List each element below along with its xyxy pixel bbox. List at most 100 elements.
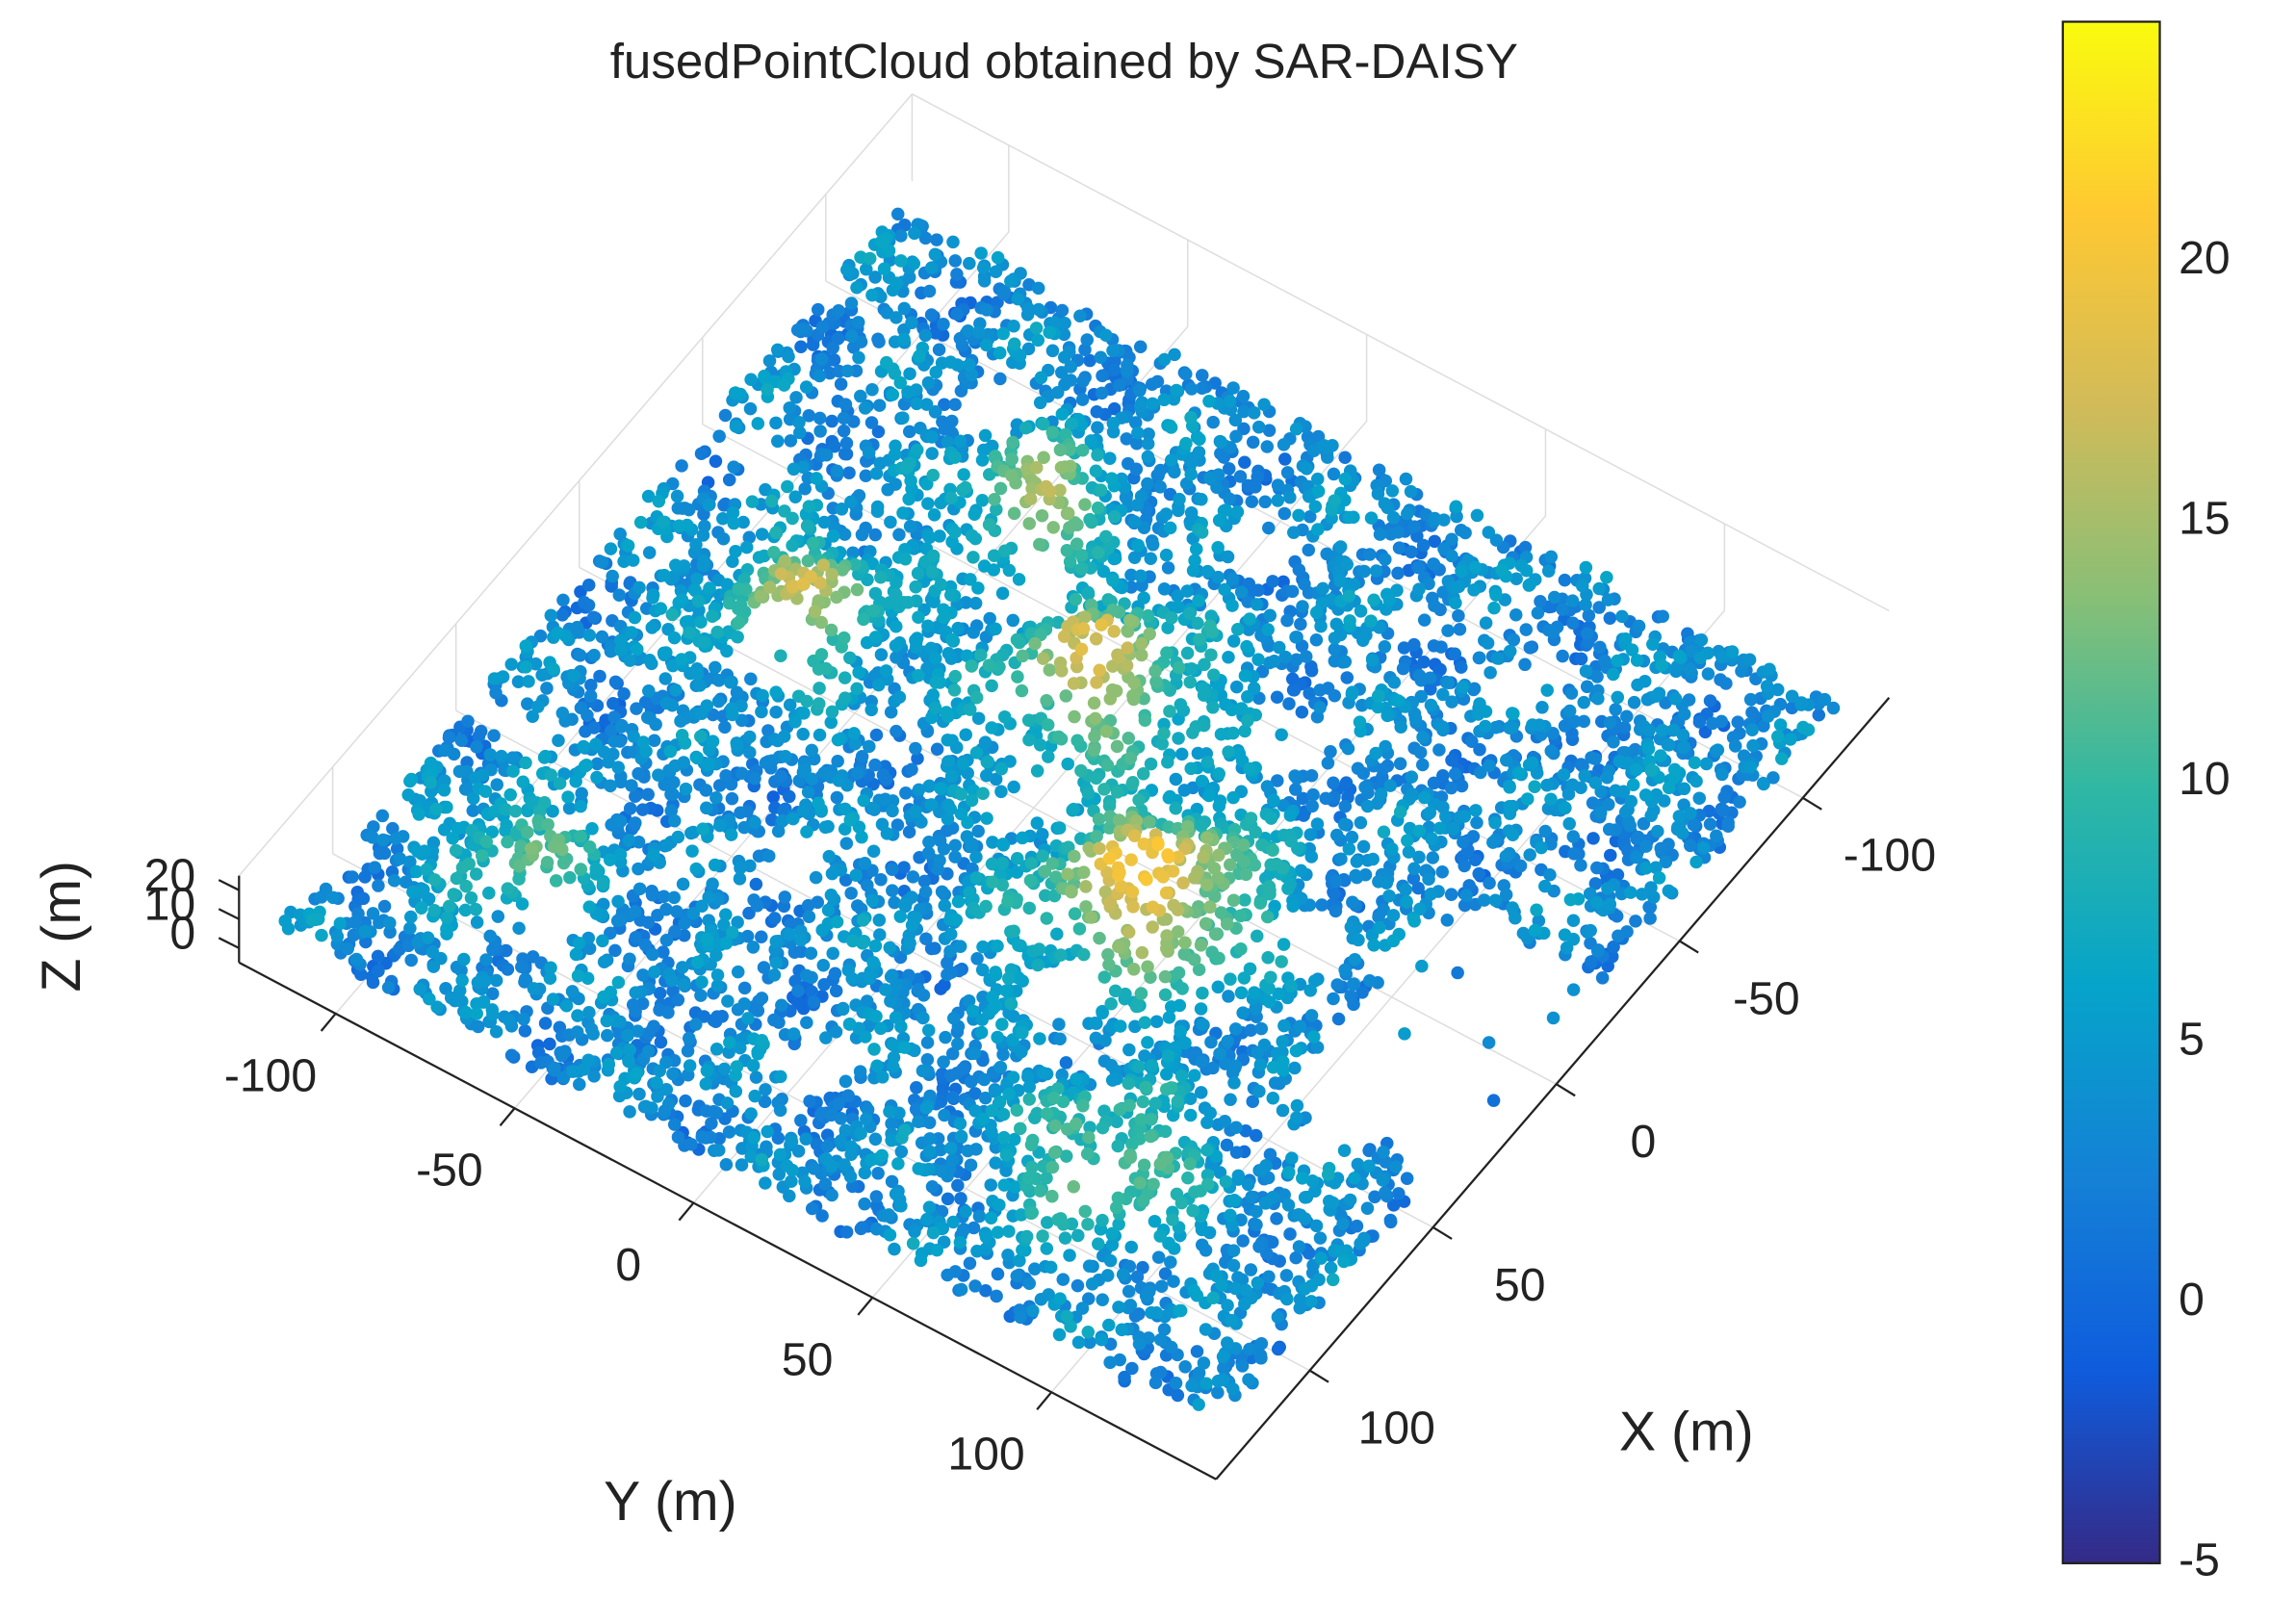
point-cloud-dot (1507, 707, 1520, 721)
point-cloud-dot (788, 490, 803, 503)
point-cloud-dot (1303, 686, 1316, 700)
point-cloud-dot (882, 1208, 896, 1222)
point-cloud-dot (1226, 790, 1240, 805)
point-cloud-dot (1456, 680, 1470, 694)
point-cloud-dot (1444, 888, 1458, 901)
point-cloud-dot (700, 801, 713, 815)
point-cloud-dot (1211, 1385, 1225, 1400)
point-cloud-dot (1045, 344, 1060, 358)
point-cloud-dot (1050, 386, 1065, 400)
point-cloud-dot (1157, 1323, 1172, 1336)
point-cloud-dot (1055, 303, 1070, 318)
point-cloud-dot (1253, 1058, 1268, 1071)
point-cloud-dot (1544, 744, 1559, 758)
point-cloud-dot (1262, 424, 1277, 437)
point-cloud-dot (695, 975, 709, 989)
point-cloud-dot (366, 831, 379, 844)
grid-line (579, 566, 1557, 1085)
point-cloud-dot (934, 782, 947, 795)
point-cloud-dot (1710, 829, 1723, 843)
point-cloud-dot (1244, 1023, 1258, 1038)
point-cloud-dot (1366, 852, 1380, 866)
point-cloud-dot (727, 460, 740, 474)
point-cloud-dot (872, 399, 887, 412)
point-cloud-dot (937, 1055, 950, 1069)
point-cloud-dot (917, 874, 932, 889)
point-cloud-dot (845, 1179, 860, 1194)
point-cloud-dot (1292, 563, 1306, 577)
point-cloud-dot (517, 1012, 530, 1026)
point-cloud-dot (1330, 978, 1344, 992)
point-cloud-dot (697, 1010, 711, 1023)
point-cloud-dot (868, 939, 883, 953)
point-cloud-dot (802, 409, 816, 423)
point-cloud-dot (623, 802, 637, 815)
point-cloud-dot (828, 439, 841, 453)
point-cloud-dot (1321, 756, 1335, 770)
point-cloud-dot (938, 398, 951, 412)
point-cloud-dot (1760, 680, 1774, 693)
point-cloud-dot (1432, 743, 1446, 757)
point-cloud-dot (1603, 897, 1617, 912)
point-cloud-dot (1271, 1342, 1285, 1356)
point-cloud-dot (968, 1087, 982, 1100)
point-cloud-dot (1593, 640, 1607, 655)
point-cloud-dot (1626, 778, 1640, 791)
point-cloud-dot (891, 1157, 905, 1171)
point-cloud-dot (1458, 526, 1472, 540)
point-cloud-dot (1214, 447, 1227, 460)
point-cloud-dot (888, 448, 902, 461)
point-cloud-dot (582, 629, 597, 642)
point-cloud-dot (612, 588, 627, 603)
point-cloud-dot (1238, 669, 1252, 683)
point-cloud-dot (1137, 591, 1150, 605)
point-cloud-dot (521, 697, 534, 710)
point-cloud-dot (1298, 1282, 1311, 1296)
point-cloud-dot (869, 1190, 884, 1203)
point-cloud-dot (366, 907, 380, 920)
point-cloud-dot (729, 1084, 743, 1098)
point-cloud-dot (782, 349, 795, 364)
point-cloud-dot (821, 903, 836, 917)
point-cloud-dot (389, 832, 402, 845)
point-cloud-dot (672, 519, 686, 533)
point-cloud-dot (1130, 498, 1145, 512)
point-cloud-dot (1180, 584, 1195, 598)
point-cloud-dot (885, 863, 899, 876)
point-cloud-dot (661, 1006, 675, 1019)
point-cloud-dot (832, 304, 845, 318)
point-cloud-dot (873, 928, 887, 941)
point-cloud-dot (810, 1137, 824, 1151)
point-cloud-dot (1315, 898, 1328, 912)
point-cloud-dot (1630, 654, 1644, 667)
point-cloud-dot (1655, 723, 1669, 737)
point-cloud-dot (1226, 1382, 1240, 1396)
point-cloud-dot (638, 938, 653, 952)
point-cloud-dot (358, 924, 372, 939)
point-cloud-dot (1115, 1323, 1129, 1337)
point-cloud-dot (969, 850, 983, 864)
point-cloud-dot (1391, 694, 1406, 708)
point-cloud-dot (864, 703, 878, 717)
point-cloud-dot (996, 326, 1010, 341)
point-cloud-dot (527, 982, 541, 995)
point-cloud-dot (1373, 528, 1387, 541)
point-cloud-dot (922, 779, 937, 793)
point-cloud-dot (902, 825, 916, 839)
point-cloud-dot (1382, 593, 1397, 606)
point-cloud-dot (1197, 1356, 1211, 1370)
point-cloud-dot (1546, 1011, 1561, 1025)
point-cloud-dot (777, 730, 791, 743)
point-cloud-dot (636, 968, 650, 982)
point-cloud-dot (1303, 510, 1317, 524)
point-cloud-dot (622, 1054, 635, 1069)
point-cloud-dot (703, 757, 716, 771)
point-cloud-dot (723, 676, 737, 689)
point-cloud-dot (670, 905, 684, 918)
point-cloud-dot (1415, 959, 1429, 973)
point-cloud-dot (566, 1065, 580, 1078)
point-cloud-dot (372, 879, 385, 892)
point-cloud-dot (987, 563, 1001, 577)
point-cloud-dot (1007, 319, 1020, 333)
point-cloud-dot (1303, 984, 1317, 997)
